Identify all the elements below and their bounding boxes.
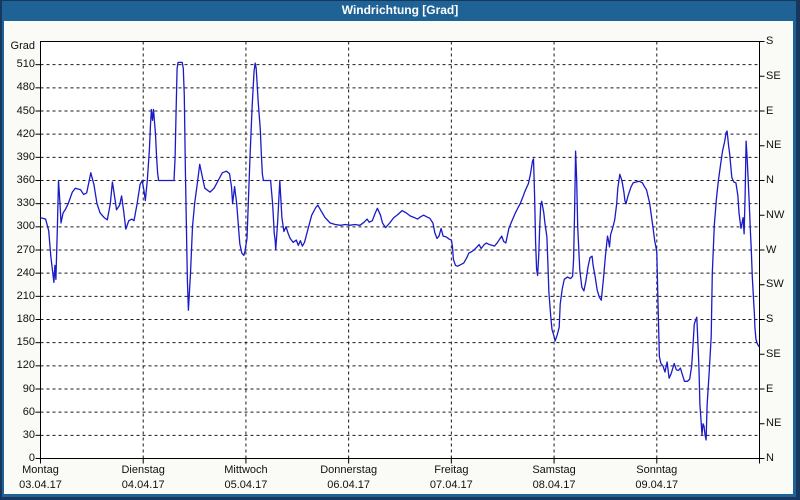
y-left-tick-label: 510 xyxy=(16,58,35,71)
y-right-compass-label: N xyxy=(766,174,774,186)
y-right-compass-label: E xyxy=(766,382,774,395)
y-right-compass-label: E xyxy=(766,104,774,117)
window-frame-right-accent xyxy=(793,21,796,500)
y-right-compass-label: SE xyxy=(766,69,781,82)
y-right-compass-label: SE xyxy=(766,347,781,360)
y-right-compass-label: NE xyxy=(766,139,782,152)
series-line xyxy=(39,61,760,441)
window-frame-top xyxy=(0,0,800,1)
y-left-tick-label: 150 xyxy=(16,336,35,349)
y-right-compass-label: S xyxy=(766,35,774,47)
window-frame-left-accent xyxy=(2,21,4,500)
y-right-compass-label: SW xyxy=(766,278,784,291)
y-right-compass-label: N xyxy=(766,452,774,464)
y-left-tick-label: 180 xyxy=(16,313,35,325)
x-day-date-label: 07.04.17 xyxy=(429,479,473,491)
y-left-tick-label: 270 xyxy=(16,243,35,256)
y-left-tick-label: 30 xyxy=(22,428,35,441)
y-left-tick-label: 240 xyxy=(16,266,35,279)
x-day-name-label: Sonntag xyxy=(636,464,678,476)
window-title: Windrichtung [Grad] xyxy=(341,3,459,17)
window-frame-bottom-accent xyxy=(0,494,800,497)
x-day-date-label: 06.04.17 xyxy=(327,479,371,491)
window-frame-bottom xyxy=(0,497,800,500)
x-day-name-label: Montag xyxy=(22,464,59,476)
plot-border xyxy=(40,41,760,459)
y-left-tick-label: 450 xyxy=(16,104,35,117)
y-left-tick-label: 210 xyxy=(16,289,35,302)
y-left-tick-label: 120 xyxy=(16,359,35,372)
y-left-tick-label: 480 xyxy=(16,81,35,94)
x-day-date-label: 04.04.17 xyxy=(121,479,165,491)
y-left-tick-label: 330 xyxy=(16,197,35,210)
window-frame-left xyxy=(0,0,2,500)
x-day-name-label: Donnerstag xyxy=(320,464,378,476)
y-left-tick-label: 60 xyxy=(22,405,35,418)
x-day-date-label: 08.04.17 xyxy=(532,479,576,491)
y-left-tick-label: 90 xyxy=(22,382,35,395)
window-frame-right xyxy=(796,0,800,500)
plot-background xyxy=(40,41,760,459)
x-day-date-label: 09.04.17 xyxy=(635,479,679,491)
x-day-name-label: Freitag xyxy=(434,464,469,476)
x-day-date-label: 05.04.17 xyxy=(224,479,268,491)
y-left-tick-label: 360 xyxy=(16,174,35,186)
y-right-compass-label: NW xyxy=(766,208,785,221)
y-left-tick-label: 300 xyxy=(16,220,35,233)
y-left-tick-label: 420 xyxy=(16,127,35,140)
y-left-tick-label: 0 xyxy=(28,452,35,464)
title-bar: Windrichtung [Grad] xyxy=(0,0,800,21)
x-day-name-label: Dienstag xyxy=(121,464,165,476)
y-left-tick-label: 390 xyxy=(16,150,35,163)
x-day-name-label: Mittwoch xyxy=(224,464,268,476)
y-right-compass-label: NE xyxy=(766,417,782,430)
x-day-name-label: Samstag xyxy=(532,464,576,476)
y-right-compass-label: S xyxy=(766,313,774,325)
y-axis-unit-label: Grad xyxy=(10,40,35,52)
x-day-date-label: 03.04.17 xyxy=(19,479,62,491)
y-right-compass-label: W xyxy=(766,243,777,256)
